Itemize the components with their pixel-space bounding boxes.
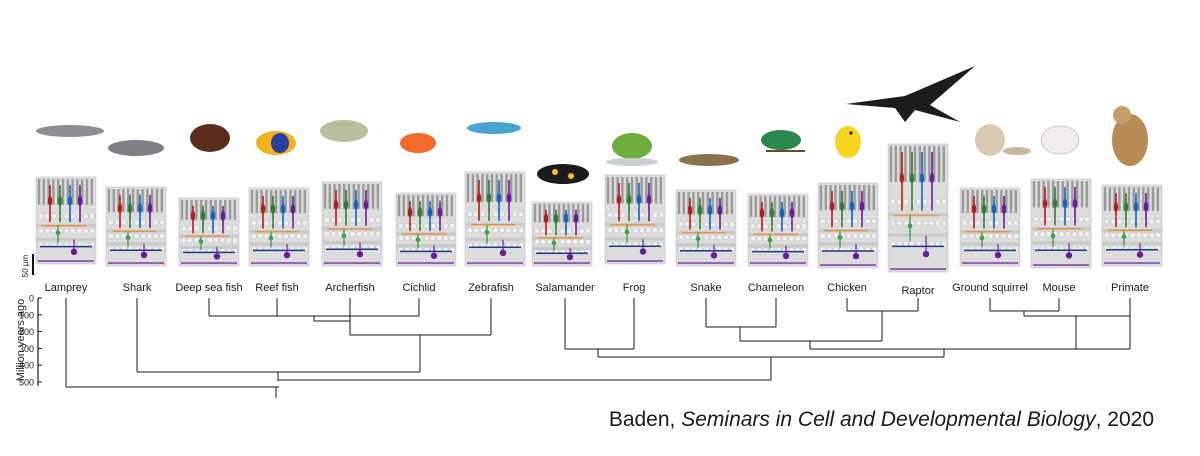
label-frog: Frog xyxy=(623,282,646,294)
axis-label: Million years ago xyxy=(15,299,27,382)
retina-shark xyxy=(105,186,167,267)
snake-icon xyxy=(679,154,739,166)
label-chicken: Chicken xyxy=(827,282,867,294)
label-primate: Primate xyxy=(1111,282,1149,294)
ground-squirrel-icon xyxy=(975,124,1031,156)
label-snake: Snake xyxy=(690,282,721,294)
mouse-icon xyxy=(1040,125,1080,155)
archerfish-icon xyxy=(320,120,368,142)
label-lamprey: Lamprey xyxy=(45,282,88,294)
label-ground-squirrel: Ground squirrel xyxy=(952,282,1028,294)
label-deep-sea-fish: Deep sea fish xyxy=(175,282,242,294)
label-mouse: Mouse xyxy=(1042,282,1075,294)
axis-tick-label: 0 xyxy=(29,294,34,304)
chick-icon xyxy=(835,126,861,158)
retina-chameleon xyxy=(747,193,809,267)
retina-chicken xyxy=(817,182,879,269)
time-axis: Million years ago 0 100 200 300 400 500 xyxy=(15,294,42,388)
shark-icon xyxy=(108,140,164,156)
label-raptor: Raptor xyxy=(901,285,934,297)
label-archerfish: Archerfish xyxy=(325,282,375,294)
retina-archerfish xyxy=(321,181,383,267)
citation-year: , 2020 xyxy=(1095,408,1154,431)
citation-journal: Seminars in Cell and Developmental Biolo… xyxy=(681,408,1096,431)
scale-bar: 50 µm xyxy=(21,254,34,277)
retina-zebrafish xyxy=(464,171,526,267)
cichlid-icon xyxy=(400,133,436,153)
axis-tick-label: 400 xyxy=(19,361,34,371)
axis-tick-label: 300 xyxy=(19,344,34,354)
phylogenetic-tree xyxy=(65,298,1131,398)
retina-primate xyxy=(1101,184,1163,267)
retina-deep-sea-fish xyxy=(178,197,240,267)
retina-ground-squirrel xyxy=(959,187,1021,267)
axis-tick-label: 500 xyxy=(19,378,34,388)
retina-lamprey xyxy=(35,176,97,265)
chameleon-icon xyxy=(761,130,805,152)
scale-bar-label: 50 µm xyxy=(21,254,30,277)
citation-author: Baden, xyxy=(608,408,682,431)
reef-fish-icon xyxy=(256,131,296,155)
label-reef-fish: Reef fish xyxy=(255,282,298,294)
axis-tick-label: 200 xyxy=(19,327,34,337)
retina-cichlid xyxy=(395,192,457,267)
label-chameleon: Chameleon xyxy=(748,282,804,294)
species-labels: Lamprey Shark Deep sea fish Reef fish Archer… xyxy=(45,282,1149,297)
animal-illustrations xyxy=(36,66,1148,184)
primate-icon xyxy=(1112,106,1148,166)
retina-sections xyxy=(35,143,1163,273)
frog-icon xyxy=(606,133,658,166)
salamander-icon xyxy=(537,164,589,184)
anglerfish-icon xyxy=(190,124,230,152)
retina-salamander xyxy=(531,201,593,267)
retina-frog xyxy=(604,174,666,265)
label-cichlid: Cichlid xyxy=(402,282,435,294)
eagle-icon xyxy=(846,66,975,122)
citation: Baden, Seminars in Cell and Developmenta… xyxy=(609,408,1154,432)
retina-reef-fish xyxy=(248,187,310,267)
label-zebrafish: Zebrafish xyxy=(468,282,514,294)
retina-raptor xyxy=(887,143,949,273)
label-salamander: Salamander xyxy=(535,282,595,294)
zebrafish-icon xyxy=(467,122,521,134)
retina-mouse xyxy=(1030,178,1092,269)
axis-tick-label: 100 xyxy=(19,310,34,320)
label-shark: Shark xyxy=(123,282,152,294)
retina-snake xyxy=(675,189,737,267)
lamprey-icon xyxy=(36,125,104,137)
